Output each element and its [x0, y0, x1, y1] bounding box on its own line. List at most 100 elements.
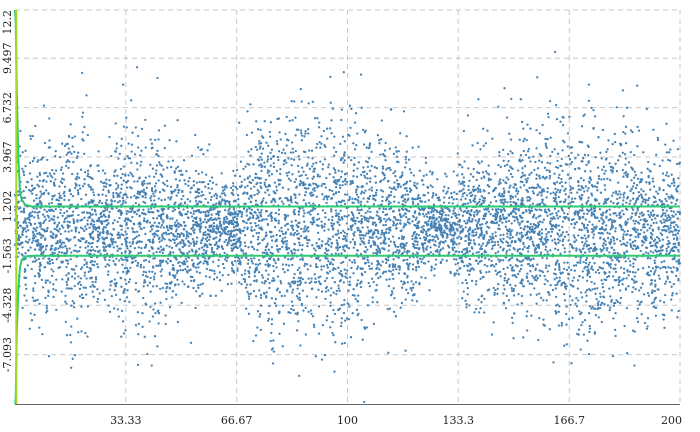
scatter-point: [44, 281, 47, 284]
scatter-point: [587, 199, 590, 202]
scatter-point: [514, 203, 517, 206]
scatter-point: [105, 208, 109, 212]
scatter-point: [334, 252, 337, 255]
scatter-point: [250, 212, 253, 215]
scatter-point: [624, 207, 628, 210]
scatter-point: [574, 264, 578, 267]
scatter-point: [342, 248, 345, 251]
scatter-point: [259, 304, 263, 307]
scatter-point: [148, 221, 152, 224]
scatter-point: [526, 258, 529, 261]
scatter-point: [667, 158, 670, 162]
scatter-point: [319, 283, 322, 286]
scatter-point: [678, 212, 682, 216]
scatter-point: [282, 159, 286, 163]
scatter-point: [283, 256, 287, 259]
scatter-point: [634, 258, 637, 261]
scatter-point: [269, 164, 272, 167]
scatter-point: [79, 187, 82, 190]
scatter-point: [640, 313, 643, 316]
scatter-point: [509, 236, 512, 240]
scatter-point: [281, 345, 284, 348]
scatter-point: [557, 310, 561, 313]
scatter-point: [59, 194, 62, 197]
scatter-point: [294, 201, 297, 204]
scatter-point: [301, 258, 304, 262]
scatter-point: [298, 292, 301, 295]
scatter-point: [553, 182, 556, 185]
scatter-point: [462, 129, 466, 133]
scatter-point: [644, 201, 647, 204]
scatter-point: [374, 175, 377, 178]
scatter-point: [323, 222, 327, 226]
scatter-point: [170, 246, 174, 250]
scatter-point: [253, 193, 256, 197]
scatter-point: [89, 188, 93, 191]
scatter-point: [652, 305, 655, 308]
scatter-point: [104, 185, 108, 188]
scatter-point: [210, 195, 213, 199]
scatter-point: [654, 285, 657, 288]
scatter-point: [157, 197, 160, 200]
scatter-point: [319, 275, 322, 278]
scatter-point: [622, 256, 626, 259]
scatter-point: [178, 233, 182, 237]
scatter-point: [522, 127, 525, 130]
scatter-point: [112, 228, 115, 231]
scatter-point: [476, 187, 480, 190]
scatter-point: [388, 207, 391, 211]
scatter-point: [204, 226, 207, 229]
scatter-point: [549, 154, 552, 158]
scatter-point: [509, 200, 512, 204]
scatter-point: [186, 210, 189, 213]
scatter-point: [502, 179, 505, 182]
scatter-point: [557, 176, 560, 179]
scatter-point: [231, 235, 234, 239]
scatter-point: [318, 121, 321, 124]
scatter-point: [206, 209, 209, 213]
scatter-point: [148, 211, 151, 214]
scatter-point: [156, 234, 159, 237]
scatter-point: [144, 243, 148, 246]
scatter-point: [329, 294, 332, 297]
scatter-point: [557, 241, 560, 244]
scatter-point: [230, 229, 233, 233]
scatter-point: [260, 135, 264, 138]
scatter-point: [282, 202, 285, 205]
scatter-point: [381, 195, 384, 199]
scatter-point: [272, 264, 275, 268]
scatter-point: [567, 317, 571, 321]
scatter-point: [396, 218, 400, 222]
scatter-point: [641, 267, 645, 270]
scatter-point: [197, 146, 200, 149]
scatter-point: [171, 274, 175, 277]
scatter-point: [140, 227, 143, 231]
scatter-point: [541, 176, 544, 179]
scatter-point: [48, 281, 52, 284]
scatter-point: [392, 277, 395, 281]
scatter-point: [337, 284, 340, 287]
scatter-point: [668, 185, 672, 188]
scatter-point: [670, 285, 673, 288]
scatter-point: [581, 276, 585, 279]
scatter-point: [267, 317, 271, 321]
scatter-point: [556, 233, 560, 236]
scatter-point: [281, 186, 285, 189]
scatter-point: [383, 149, 387, 152]
scatter-point: [339, 270, 343, 273]
scatter-point: [406, 193, 410, 196]
scatter-point: [677, 229, 680, 233]
scatter-point: [302, 170, 305, 173]
scatter-point: [578, 228, 581, 232]
scatter-point: [507, 219, 511, 223]
scatter-point: [143, 279, 146, 282]
scatter-point: [586, 223, 589, 227]
scatter-point: [146, 275, 149, 279]
scatter-point: [494, 231, 497, 234]
scatter-point: [525, 231, 529, 234]
scatter-point: [377, 232, 380, 235]
scatter-point: [294, 196, 297, 199]
scatter-point: [660, 260, 663, 264]
scatter-point: [283, 224, 287, 227]
scatter-point: [639, 249, 642, 253]
